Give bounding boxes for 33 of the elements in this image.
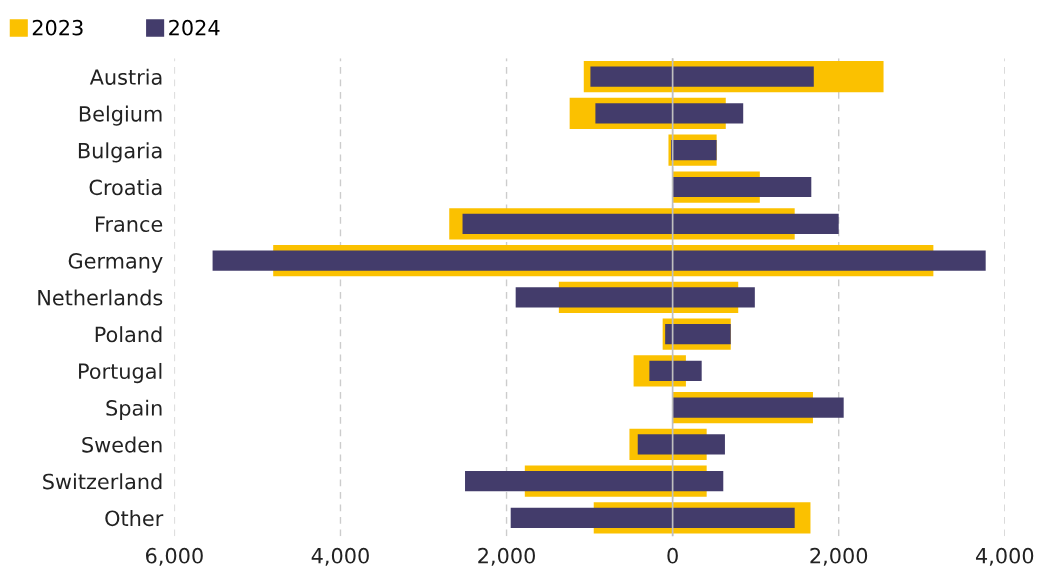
bar	[670, 140, 717, 161]
bar	[595, 103, 744, 124]
bar	[515, 287, 755, 308]
x-tick-label: 2,000	[810, 547, 868, 566]
y-tick-label: Germany	[68, 253, 163, 273]
y-tick-label: Bulgaria	[78, 142, 162, 163]
y-tick-label: Spain	[106, 399, 162, 420]
y-tick-label: Other	[105, 510, 164, 527]
bar	[649, 360, 702, 381]
x-tick-label: 4,000	[311, 547, 369, 566]
y-tick-label: Switzerland	[43, 473, 162, 490]
x-tick-label: 4,000	[975, 547, 1034, 566]
bar	[465, 471, 724, 492]
bar	[637, 434, 725, 455]
y-tick-label: Croatia	[89, 179, 162, 196]
bar	[590, 66, 814, 87]
bar	[672, 397, 844, 418]
legend-label: 2024	[169, 19, 220, 36]
y-tick-label: Austria	[89, 68, 162, 85]
bar	[672, 176, 812, 198]
bar	[462, 213, 839, 234]
y-tick-label: Belgium	[79, 105, 162, 126]
x-tick-label: 2,000	[478, 547, 535, 566]
x-tick-label: 6,000	[146, 547, 203, 566]
y-tick-label: Sweden	[82, 436, 162, 453]
legend-label: 2023	[32, 19, 83, 36]
y-tick-label: Poland	[95, 326, 162, 343]
bar	[212, 250, 986, 271]
y-tick-label: Netherlands	[38, 289, 163, 306]
y-tick-label: France	[96, 216, 163, 232]
bar	[510, 507, 795, 529]
y-tick-label: Portugal	[79, 362, 162, 384]
x-tick-label: 0	[667, 547, 678, 564]
